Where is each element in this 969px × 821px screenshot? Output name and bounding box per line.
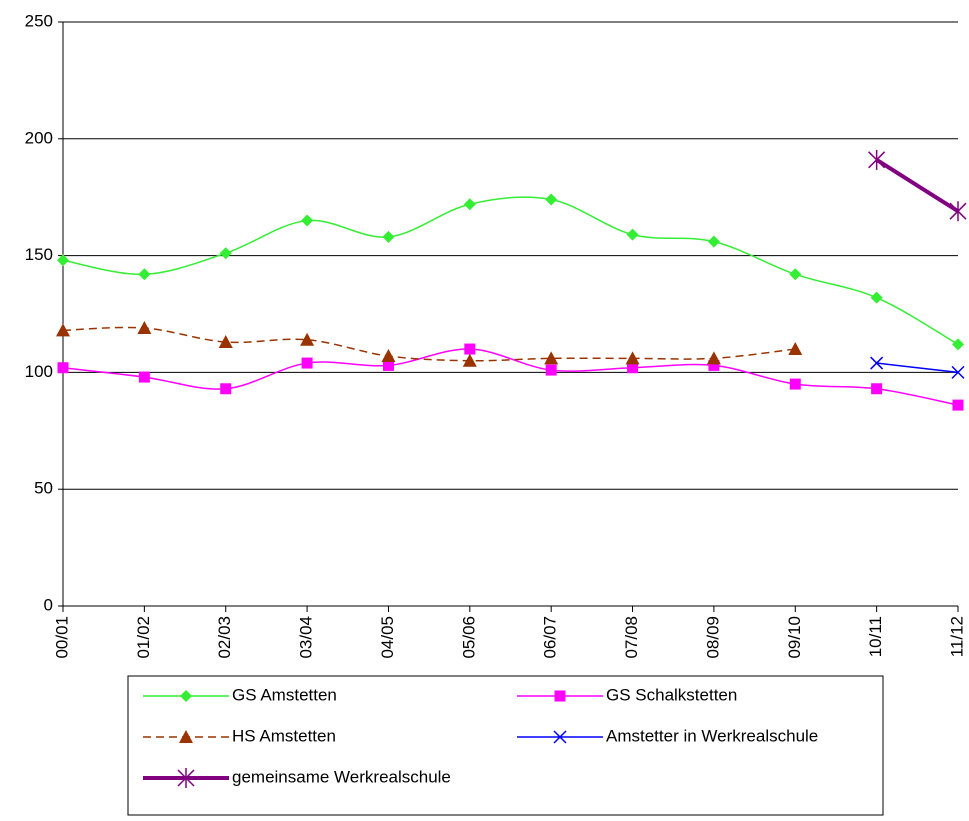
x-tick-label: 10/11 — [866, 616, 885, 657]
x-tick-label: 03/04 — [297, 616, 316, 659]
marker — [180, 690, 192, 702]
legend-label: HS Amstetten — [232, 726, 336, 745]
marker — [553, 730, 567, 744]
legend-entry: HS Amstetten — [143, 726, 336, 745]
marker — [951, 365, 965, 379]
legend-label: GS Schalkstetten — [606, 685, 737, 704]
legend-entry: GS Schalkstetten — [517, 685, 737, 704]
series-line — [876, 362, 959, 374]
marker — [788, 342, 803, 356]
marker — [301, 357, 313, 369]
marker — [952, 399, 964, 411]
y-tick-label: 100 — [25, 362, 53, 381]
x-tick-label: 02/03 — [215, 616, 234, 659]
y-tick-label: 250 — [25, 11, 53, 30]
marker — [382, 359, 394, 371]
marker — [179, 730, 193, 743]
marker — [545, 364, 557, 376]
marker — [789, 378, 801, 390]
marker — [708, 359, 720, 371]
marker — [949, 201, 967, 222]
marker — [464, 343, 476, 355]
marker — [870, 356, 884, 370]
y-tick-label: 150 — [25, 245, 53, 264]
series-line — [62, 196, 959, 346]
x-tick-label: 06/07 — [541, 616, 560, 659]
marker — [707, 235, 720, 248]
series-line — [875, 158, 960, 213]
marker — [625, 351, 640, 365]
series-line — [62, 348, 959, 406]
legend-label: gemeinsame Werkrealschule — [232, 767, 451, 786]
marker — [57, 254, 69, 267]
marker — [462, 353, 477, 367]
x-tick-label: 11/12 — [947, 616, 966, 657]
x-tick-label: 09/10 — [785, 616, 804, 659]
marker — [57, 362, 69, 374]
marker — [137, 321, 152, 335]
y-tick-label: 200 — [25, 128, 53, 147]
marker — [627, 362, 639, 374]
legend-label: Amstetter in Werkrealschule — [606, 726, 818, 745]
marker — [545, 193, 558, 206]
marker — [300, 332, 315, 346]
marker — [218, 335, 233, 349]
marker — [220, 383, 232, 395]
marker — [138, 371, 150, 383]
legend-entry: gemeinsame Werkrealschule — [143, 767, 451, 788]
y-tick-label: 0 — [44, 595, 53, 614]
marker — [301, 214, 314, 227]
marker — [626, 228, 639, 241]
marker — [219, 247, 232, 260]
marker — [56, 323, 70, 337]
legend-label: GS Amstetten — [232, 685, 337, 704]
marker — [544, 351, 559, 365]
marker — [789, 268, 802, 281]
legend-entry: GS Amstetten — [143, 685, 337, 704]
x-tick-label: 05/06 — [459, 616, 478, 659]
marker — [381, 349, 396, 363]
x-tick-label: 08/09 — [703, 616, 722, 659]
x-tick-label: 00/01 — [52, 616, 71, 659]
marker — [463, 198, 476, 211]
marker — [138, 268, 151, 281]
x-tick-label: 01/02 — [134, 616, 153, 659]
legend-entry: Amstetter in Werkrealschule — [517, 726, 818, 745]
y-tick-label: 50 — [34, 479, 53, 498]
marker — [554, 690, 566, 702]
x-tick-label: 04/05 — [378, 616, 397, 659]
marker — [871, 383, 883, 395]
series-line — [62, 326, 796, 362]
marker — [706, 351, 721, 365]
marker — [382, 230, 395, 243]
marker — [870, 291, 883, 304]
marker — [868, 149, 886, 170]
marker — [952, 338, 964, 351]
legend-box — [127, 675, 884, 816]
x-tick-label: 07/08 — [622, 616, 641, 659]
marker — [177, 768, 195, 788]
